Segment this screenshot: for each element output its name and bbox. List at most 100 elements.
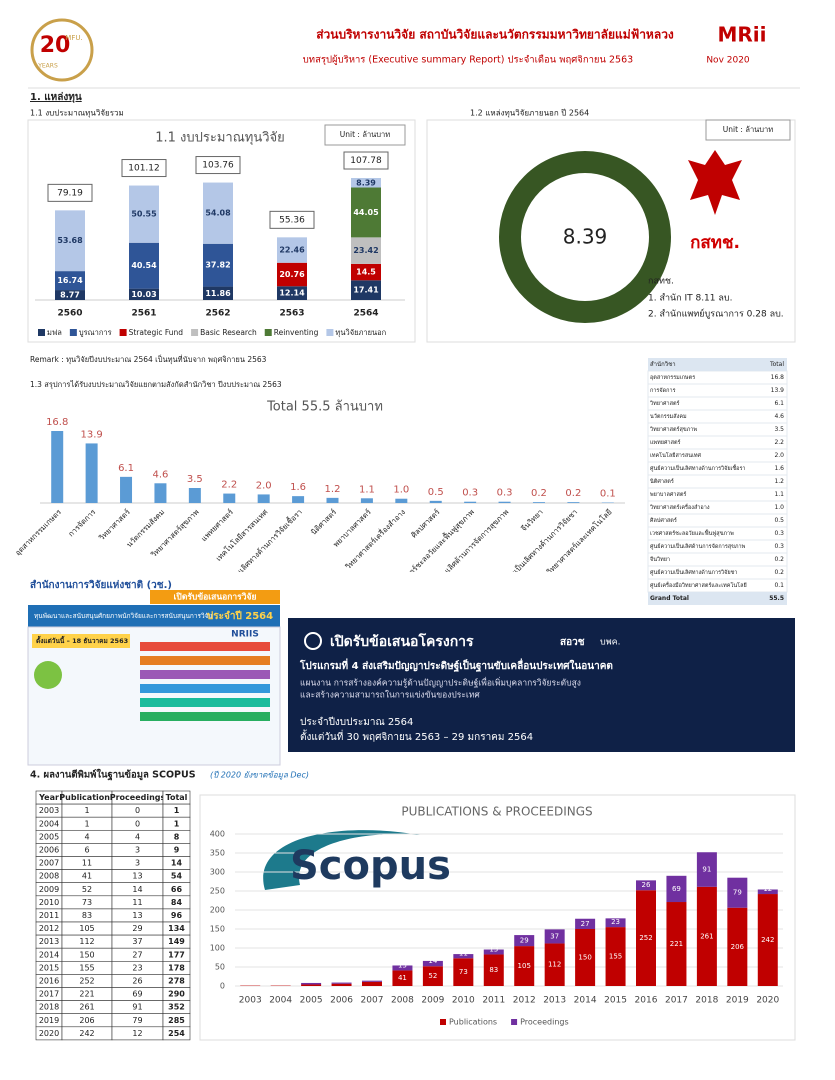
data-label: 83 — [489, 966, 498, 974]
table-cell: 2016 — [39, 976, 59, 985]
bar-segment — [331, 982, 352, 984]
bar-segment — [727, 907, 748, 986]
bar-segment — [129, 185, 159, 243]
bar — [360, 498, 373, 503]
table-cell: แพทยศาสตร์ — [650, 439, 681, 446]
bar-segment — [483, 949, 504, 955]
chart-frame — [27, 119, 416, 343]
bar-segment — [453, 958, 474, 986]
legend-swatch — [440, 1019, 446, 1025]
total-box — [195, 156, 241, 175]
bar — [188, 488, 201, 503]
source: กสทช. — [648, 277, 674, 287]
bar — [223, 493, 236, 503]
legend-label: บูรณาการ — [79, 328, 112, 337]
data-label: 14.5 — [356, 268, 376, 277]
table-cell: 3 — [135, 859, 140, 868]
data-label: 54.08 — [205, 209, 231, 218]
remark: Remark : ทุนวิจัยปีงบประมาณ 2564 เป็นทุน… — [30, 354, 267, 364]
data-label: 11.86 — [205, 289, 231, 298]
bar-segment — [757, 889, 778, 895]
bar — [292, 496, 305, 503]
table-cell: 221 — [79, 990, 94, 999]
y-tick-label: 0 — [220, 982, 225, 991]
table-cell: 0 — [135, 819, 140, 828]
search-icon — [304, 632, 322, 650]
data-label: 20.76 — [279, 270, 305, 279]
x-tick-label: แพทยศาสตร์ — [199, 507, 235, 543]
data-label: 2.0 — [256, 480, 272, 491]
x-tick-label: 2015 — [604, 996, 627, 1006]
table-header-cell: Total — [769, 361, 784, 368]
table-cell: 2011 — [39, 911, 59, 920]
table-cell: ศูนย์ความเป็นเลิศด้านการจัดการสุขภาพ — [650, 542, 746, 550]
y-tick-label: 200 — [210, 906, 225, 915]
bar-segment — [203, 182, 233, 244]
table-cell: 2005 — [39, 832, 59, 841]
data-label: 69 — [672, 885, 681, 893]
table-cell: 0.2 — [774, 556, 784, 563]
table-cell: 2008 — [39, 872, 59, 881]
table-cell: 16.8 — [771, 374, 785, 381]
bar-segment — [514, 935, 535, 947]
x-tick-label: 2020 — [756, 996, 779, 1006]
x-tick-label: 2011 — [482, 996, 505, 1006]
data-label: 155 — [609, 953, 622, 961]
table-cell: 11 — [132, 898, 142, 907]
x-tick-label: 2005 — [300, 996, 323, 1006]
bar-segment — [129, 288, 159, 300]
bar-segment — [301, 982, 322, 985]
banner-title: สำนักงานการวิจัยแห่งชาติ (วช.) — [30, 579, 172, 591]
bar-segment — [544, 929, 565, 944]
bar-segment — [605, 918, 626, 928]
data-label: 242 — [761, 936, 774, 944]
table-cell: 2015 — [39, 963, 59, 972]
data-label: 44.05 — [353, 208, 379, 217]
chart-title: 1.1 งบประมาณทุนวิจัย — [155, 131, 285, 146]
bar — [567, 502, 580, 503]
data-label: 41 — [398, 974, 407, 982]
bar-segment — [575, 918, 596, 929]
bar-segment — [666, 902, 687, 986]
data-label: 221 — [670, 940, 683, 948]
table-cell: 254 — [168, 1029, 185, 1038]
item — [140, 642, 270, 651]
table-cell: 2.2 — [774, 439, 784, 446]
legend-swatch — [326, 329, 334, 336]
table-cell: 2019 — [39, 1016, 59, 1025]
data-label: 11 — [459, 949, 468, 957]
bar — [464, 501, 477, 503]
chart-frame — [199, 794, 796, 1041]
data-label: 1.1 — [359, 484, 375, 495]
scopus-logo: Scopus — [290, 843, 451, 889]
table-cell: 290 — [168, 990, 185, 999]
x-tick-label: 2007 — [361, 996, 384, 1006]
x-tick-label: 2018 — [695, 996, 718, 1006]
table-cell: ศูนย์เครื่องมือวิทยาศาสตร์และเทคโนโลยี — [650, 581, 747, 589]
unit: Unit : ล้านบาท — [340, 130, 390, 139]
data-label: 0.2 — [531, 488, 547, 499]
x-tick-label: 2010 — [452, 996, 475, 1006]
table-cell: 14 — [132, 885, 142, 894]
table-cell: วิทยาศาสตร์สุขภาพ — [649, 426, 697, 433]
x-tick-label: อุตสาหกรรมเกษตร — [13, 507, 63, 557]
data-label: 3.5 — [187, 474, 203, 485]
table-cell: 1 — [174, 819, 180, 828]
data-label: 16.8 — [46, 417, 68, 428]
ribbon-text: เปิดรับข้อเสนอการวิจัย — [174, 592, 257, 603]
table-cell: 3.5 — [774, 426, 784, 433]
table-cell: 3 — [135, 845, 140, 854]
category-labels: อุตสาหกรรมเกษตร การจัดการ วิทยาศาสตร์นวัตก… — [13, 507, 614, 572]
x-tick-label: 2009 — [421, 996, 444, 1006]
table-header-cell: Total — [166, 793, 188, 802]
table-cell: 14 — [171, 859, 183, 868]
table-cell: 352 — [168, 1003, 185, 1012]
table-cell: 2012 — [39, 924, 59, 933]
total-box — [269, 210, 315, 229]
section-heading: 4. ผลงานตีพิมพ์ในฐานข้อมูล SCOPUS — [30, 769, 196, 782]
bar-segment — [203, 286, 233, 300]
banner-title: เปิดรับข้อเสนอโครงการ — [330, 632, 474, 650]
logo-text: YEARS — [37, 63, 58, 70]
data-label: 112 — [548, 961, 561, 969]
